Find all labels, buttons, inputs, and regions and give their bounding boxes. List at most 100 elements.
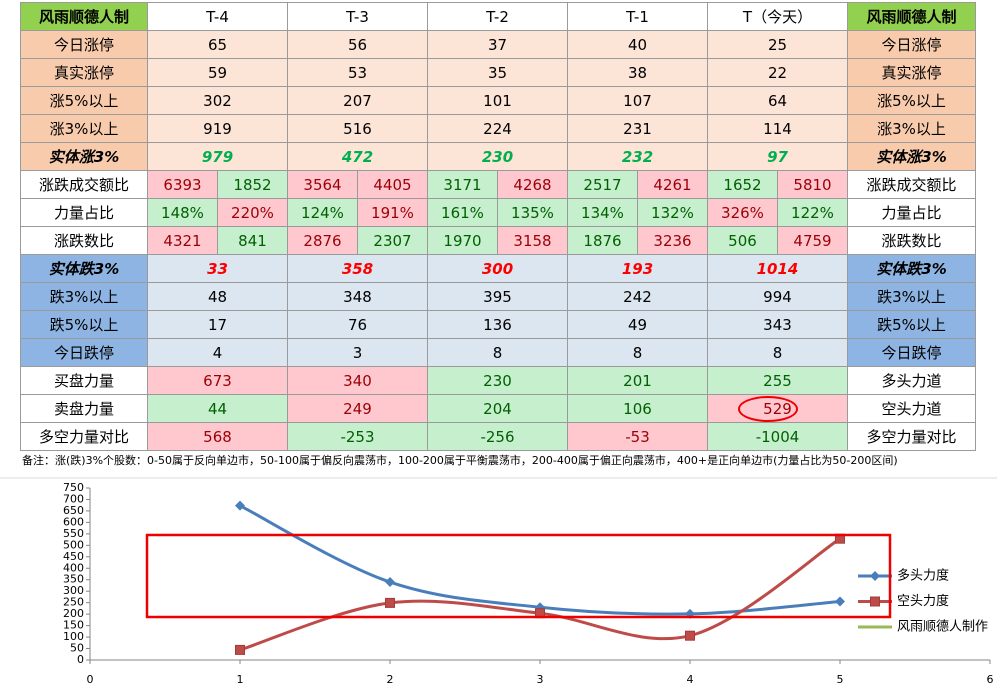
row-label: 卖盘力量 [20, 394, 148, 423]
value-cell: 132% [637, 198, 708, 227]
value-cell: 204 [427, 394, 568, 423]
row-label: 买盘力量 [20, 366, 148, 395]
value-cell: 161% [427, 198, 498, 227]
value-cell: 49 [567, 310, 708, 339]
legend-label: 多头力度 [897, 568, 949, 584]
value-cell: 919 [147, 114, 288, 143]
row-label: 多头力道 [847, 366, 976, 395]
row-label: 涨跌成交额比 [20, 170, 148, 199]
header-cell: T-2 [427, 2, 568, 31]
point [685, 630, 695, 641]
value-cell: 302 [147, 86, 288, 115]
value-cell: 3 [287, 338, 428, 367]
y-tick-label: 250 [63, 596, 84, 609]
value-cell: 395 [427, 282, 568, 311]
value-cell: 191% [357, 198, 428, 227]
value-cell: 340 [287, 366, 428, 395]
legend-marker [870, 571, 880, 581]
value-cell: 107 [567, 86, 708, 115]
y-tick-label: 500 [63, 538, 84, 551]
row-label: 跌3%以上 [20, 282, 148, 311]
point [235, 644, 245, 655]
value-cell: 4405 [357, 170, 428, 199]
value-cell: 673 [147, 366, 288, 395]
point [835, 533, 845, 544]
value-cell: 231 [567, 114, 708, 143]
legend-label: 空头力度 [897, 593, 949, 609]
value-cell: 343 [707, 310, 848, 339]
value-cell: 106 [567, 394, 708, 423]
y-tick-label: 0 [77, 653, 84, 666]
legend-marker [870, 596, 880, 607]
y-tick-label: 700 [63, 492, 84, 505]
value-cell: 148% [147, 198, 218, 227]
point [835, 596, 845, 607]
value-cell: 472 [287, 142, 428, 171]
value-cell: 4759 [777, 226, 848, 255]
value-cell: 841 [217, 226, 288, 255]
row-label: 今日涨停 [847, 30, 976, 59]
point [535, 608, 545, 619]
row-label: 多空力量对比 [20, 422, 148, 451]
value-cell: 5810 [777, 170, 848, 199]
value-cell: 4268 [497, 170, 568, 199]
value-cell: 506 [707, 226, 778, 255]
value-cell: 135% [497, 198, 568, 227]
row-label: 跌5%以上 [20, 310, 148, 339]
value-cell: 25 [707, 30, 848, 59]
row-label: 真实涨停 [847, 58, 976, 87]
value-cell: 101 [427, 86, 568, 115]
series-line [239, 504, 841, 616]
x-tick-label: 5 [837, 673, 844, 686]
value-cell: 1652 [707, 170, 778, 199]
value-cell: 17 [147, 310, 288, 339]
value-cell: -1004 [707, 422, 848, 451]
value-cell: 326% [707, 198, 778, 227]
header-cell: T-1 [567, 2, 708, 31]
value-cell: 2517 [567, 170, 638, 199]
value-cell: 4 [147, 338, 288, 367]
value-cell: 44 [147, 394, 288, 423]
value-cell: 40 [567, 30, 708, 59]
header-cell: T-4 [147, 2, 288, 31]
y-tick-label: 50 [70, 642, 84, 655]
value-cell: 224 [427, 114, 568, 143]
y-tick-label: 100 [63, 630, 84, 643]
legend-label: 风雨顺德人制作 [897, 620, 988, 635]
value-cell: 64 [707, 86, 848, 115]
value-cell: 6393 [147, 170, 218, 199]
y-tick-label: 650 [63, 504, 84, 517]
row-label: 涨跌成交额比 [847, 170, 976, 199]
row-label: 涨5%以上 [20, 86, 148, 115]
value-cell: 76 [287, 310, 428, 339]
value-cell: 232 [567, 142, 708, 171]
value-cell: 230 [427, 366, 568, 395]
row-label: 涨3%以上 [847, 114, 976, 143]
value-cell: 8 [707, 338, 848, 367]
highlight-box [145, 533, 892, 619]
x-tick-label: 1 [237, 673, 244, 686]
row-label: 涨跌数比 [847, 226, 976, 255]
x-tick-label: 6 [987, 673, 994, 686]
value-cell: 1852 [217, 170, 288, 199]
value-cell: 134% [567, 198, 638, 227]
row-label: 今日跌停 [847, 338, 976, 367]
row-label: 多空力量对比 [847, 422, 976, 451]
point [685, 608, 695, 619]
x-tick-label: 2 [387, 673, 394, 686]
value-cell: 255 [707, 366, 848, 395]
point [235, 500, 245, 511]
value-cell: 124% [287, 198, 358, 227]
value-cell: 136 [427, 310, 568, 339]
header-cell: 风雨顺德人制 [20, 2, 148, 31]
value-cell: 3171 [427, 170, 498, 199]
point [385, 597, 395, 608]
value-cell: 48 [147, 282, 288, 311]
y-tick-label: 150 [63, 619, 84, 632]
note: 备注：涨(跌)3%个股数：0-50属于反向单边市，50-100属于偏反向震荡市，… [22, 454, 898, 467]
value-cell: 207 [287, 86, 428, 115]
value-cell: 249 [287, 394, 428, 423]
value-cell: 3158 [497, 226, 568, 255]
value-cell: 994 [707, 282, 848, 311]
